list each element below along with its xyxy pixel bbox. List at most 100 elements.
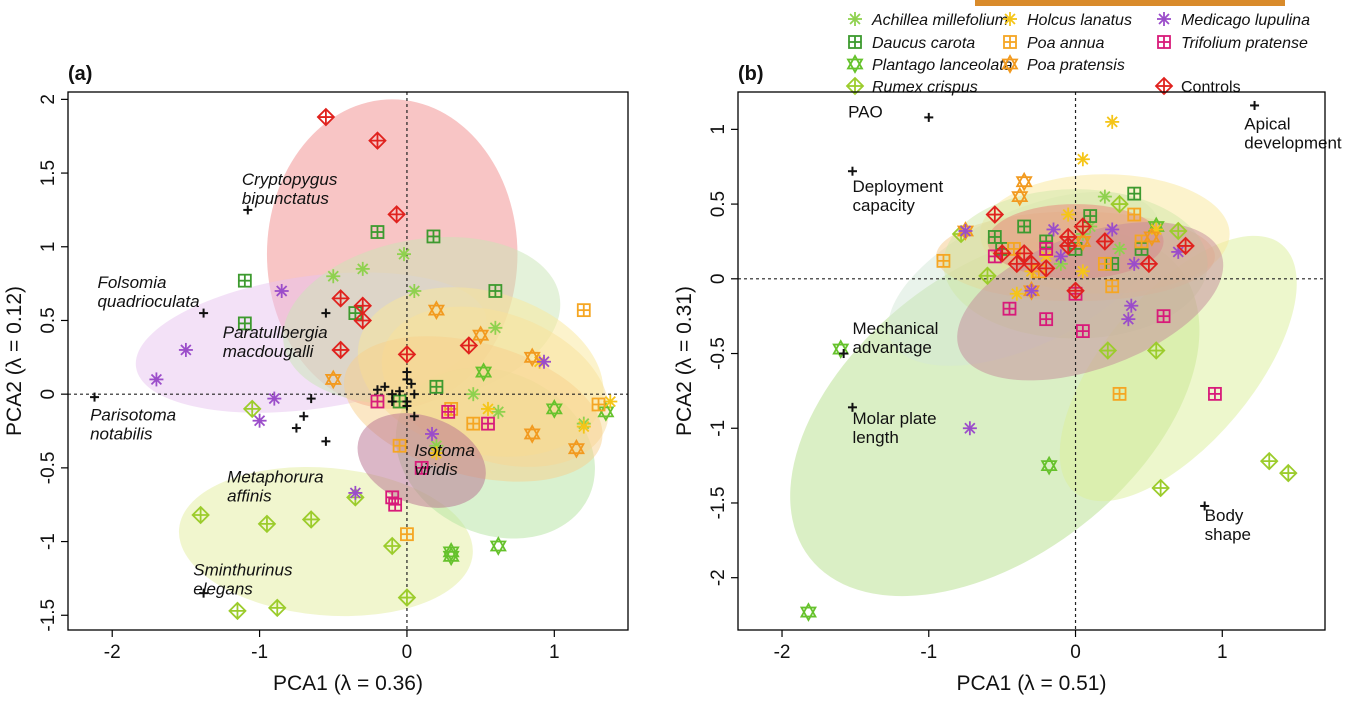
annotation-line: length (852, 428, 898, 447)
annotation-mechanical: Mechanical advantage (852, 319, 938, 357)
x-tick-label: 1 (1217, 642, 1228, 663)
x-tick-label: -2 (774, 642, 791, 663)
point-medicago-lupulina (537, 354, 551, 369)
point-poa-annua (1097, 256, 1112, 271)
point-rumex-crispus (1151, 478, 1170, 498)
point-poa-pratensis (1074, 231, 1092, 252)
plot-frame (737, 91, 1326, 631)
legend-label: Achillea millefolium (871, 12, 1008, 29)
annotation-line: Cryptopygus (242, 170, 338, 189)
x-axis-label: PCA1 (λ = 0.51) (957, 672, 1107, 695)
annotation-line: shape (1205, 525, 1251, 544)
point-daucus-carota (429, 379, 444, 394)
trait-point (409, 411, 419, 421)
annotation-line: Molar plate (852, 409, 936, 428)
trait-point (90, 392, 100, 402)
annotation-line: viridis (414, 460, 458, 479)
annotation-line: elegans (193, 579, 253, 598)
annotation-line: bipunctatus (242, 189, 329, 208)
point-daucus-carota (1083, 209, 1098, 223)
point-poa-pratensis (472, 325, 490, 346)
plot-area (738, 92, 1325, 630)
point-controls (331, 340, 350, 360)
trait-point (291, 423, 301, 433)
annotation-pao: PAO (848, 102, 883, 121)
annotation-line: Sminthurinus (193, 560, 293, 579)
annotation-line: Paratullbergia (223, 323, 328, 342)
point-trifolium-pratense (1002, 301, 1017, 316)
y-tick-label: 0.5 (38, 307, 59, 333)
point-plantago-lanceolata (799, 602, 817, 622)
x-tick-label: -1 (251, 642, 268, 663)
trait-point (321, 308, 331, 318)
point-trifolium-pratense (481, 416, 495, 431)
point-poa-pratensis (1011, 186, 1029, 207)
point-controls (1036, 259, 1056, 278)
legend-label: Medicago lupulina (1181, 12, 1310, 29)
point-holcus-lanatus (429, 446, 444, 461)
point-daucus-carota (426, 229, 441, 244)
y-tick-label: 1.5 (38, 160, 59, 186)
annotation-line: Deployment (852, 177, 943, 196)
point-trifolium-pratense (388, 497, 403, 512)
annotation-deployment: Deployment capacity (852, 177, 943, 215)
point-rumex-crispus (1110, 194, 1129, 214)
point-poa-pratensis (1015, 171, 1033, 192)
point-trifolium-pratense (1208, 386, 1222, 401)
point-controls (992, 244, 1012, 263)
legend-marker-medicago-lupulina (1157, 12, 1171, 26)
point-holcus-lanatus (576, 419, 591, 434)
legend-marker-daucus-carota (848, 35, 862, 49)
legend-marker-holcus-lanatus (1003, 12, 1017, 26)
annotation-molar-plate: Molar plate length (852, 409, 936, 447)
point-trifolium-pratense (1039, 242, 1054, 256)
trait-point (306, 394, 316, 404)
point-plantago-lanceolata (489, 536, 507, 556)
trait-point (395, 386, 405, 396)
point-achillea-millefolium (397, 247, 411, 262)
top-orange-bar (975, 0, 1285, 6)
point-rumex-crispus (1259, 451, 1279, 471)
y-tick-label: -2 (708, 569, 729, 586)
point-rumex-crispus (978, 266, 997, 286)
point-poa-annua (444, 402, 459, 416)
legend-label: Poa annua (1027, 35, 1105, 52)
trait-point (402, 367, 412, 377)
point-rumex-crispus (191, 505, 210, 525)
annotation-line: Parisotoma (90, 406, 176, 425)
point-poa-pratensis (567, 438, 585, 459)
point-controls (459, 336, 479, 355)
annotation-parisotoma: Parisotoma notabilis (90, 406, 176, 444)
y-tick-label: -1.5 (708, 487, 729, 520)
point-poa-annua (1127, 207, 1142, 222)
plot-area (68, 92, 628, 630)
point-poa-annua (936, 253, 951, 268)
point-controls (397, 345, 417, 364)
point-rumex-crispus (397, 588, 417, 607)
y-tick-label: -1 (38, 533, 59, 550)
annotation-line: capacity (852, 196, 915, 215)
point-controls (1014, 244, 1034, 263)
point-plantago-lanceolata (545, 399, 563, 419)
point-controls (353, 311, 373, 330)
y-tick-label: -0.5 (38, 451, 59, 484)
trait-point (372, 385, 382, 395)
point-poa-pratensis (1143, 227, 1161, 247)
point-poa-annua (392, 438, 407, 453)
ellipse-rumex-crispus (1059, 235, 1297, 502)
trait-point (1200, 501, 1210, 511)
plot-frame (67, 91, 629, 631)
point-rumex-crispus (267, 598, 287, 618)
x-axis-label: PCA1 (λ = 0.36) (273, 672, 423, 695)
y-tick-label: 0 (38, 389, 59, 400)
trait-point (924, 112, 934, 122)
point-controls (331, 289, 350, 308)
annotation-line: Metaphorura (227, 468, 323, 487)
point-medicago-lupulina (425, 426, 439, 441)
annotation-line: Folsomia (97, 273, 166, 292)
legend-label: Trifolium pratense (1181, 35, 1308, 52)
point-controls (985, 205, 1005, 224)
point-medicago-lupulina (267, 391, 282, 406)
point-medicago-lupulina (348, 485, 363, 500)
trait-point (847, 402, 857, 412)
